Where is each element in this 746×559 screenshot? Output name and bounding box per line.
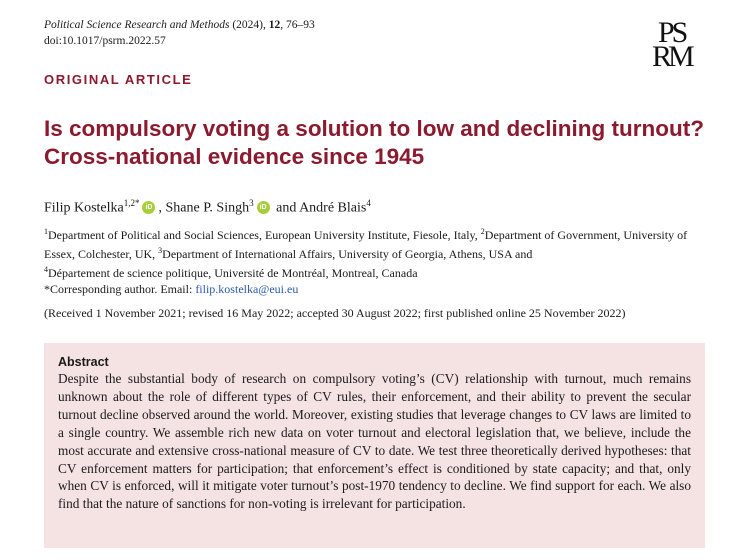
author-sup: 3 <box>249 198 254 208</box>
affiliation-2: Department of Government, University of … <box>44 228 688 262</box>
author-list: Filip Kostelka1,2* iD, Shane P. Singh3 iD … <box>44 194 371 218</box>
journal-pages: , 76–93 <box>280 19 315 31</box>
abstract-text: Despite the substantial body of research… <box>58 371 691 512</box>
logo-line-2: RM <box>652 40 695 73</box>
author-sup: 4 <box>366 198 371 208</box>
affiliation-sup: 2 <box>480 227 485 236</box>
affiliation-3: Department of International Affairs, Uni… <box>162 247 533 262</box>
article-type: ORIGINAL ARTICLE <box>44 72 193 87</box>
email-link[interactable]: filip.kostelka@eui.eu <box>195 281 299 296</box>
author-separator: and <box>272 200 300 216</box>
received-dates: (Received 1 November 2021; revised 16 Ma… <box>44 306 626 320</box>
abstract-box: Abstract Despite the substantial body of… <box>44 343 705 548</box>
orcid-icon[interactable]: iD <box>142 200 156 214</box>
journal-year: (2024), <box>229 19 269 31</box>
affiliation-1: Department of Political and Social Scien… <box>48 228 481 242</box>
author-name: André Blais <box>299 200 367 216</box>
journal-name: Political Science Research and Methods <box>44 19 230 31</box>
author-separator: , <box>158 200 166 216</box>
author-name: Shane P. Singh <box>165 200 250 216</box>
corresponding-author: *Corresponding author. Email: <box>44 281 196 296</box>
affiliations: 1Department of Political and Social Scie… <box>44 224 714 297</box>
doi[interactable]: doi:10.1017/psrm.2022.57 <box>44 35 166 47</box>
author-name: Filip Kostelka <box>44 200 124 216</box>
abstract-heading: Abstract <box>58 355 109 369</box>
affiliation-sup: 3 <box>158 246 163 256</box>
logo-line-1: PS <box>658 16 688 49</box>
author-sup: 1,2* <box>123 198 140 208</box>
affiliation-sup: 4 <box>44 265 48 275</box>
journal-citation: Political Science Research and Methods (… <box>44 18 315 33</box>
affiliation-4: Département de science politique, Univer… <box>48 266 418 281</box>
affiliation-sup: 1 <box>44 227 48 236</box>
journal-volume: 12 <box>268 19 281 31</box>
article-title: Is compulsory voting a solution to low a… <box>44 116 704 169</box>
orcid-icon[interactable]: iD <box>256 200 270 214</box>
psrm-logo: PS RM <box>652 16 708 73</box>
